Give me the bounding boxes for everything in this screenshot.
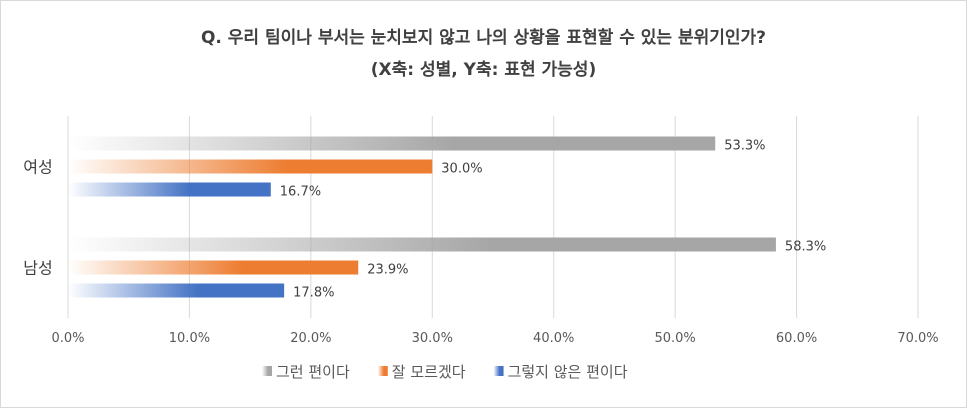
x-tick-label: 30.0% <box>412 331 453 346</box>
legend-swatch <box>377 366 388 376</box>
legend-label: 그런 편이다 <box>276 363 350 381</box>
data-label: 17.8% <box>293 286 334 301</box>
bar <box>68 159 433 174</box>
data-label: 53.3% <box>724 139 765 154</box>
x-tick-label: 40.0% <box>533 331 574 346</box>
x-tick-label: 10.0% <box>169 331 210 346</box>
category-label: 여성 <box>23 158 52 177</box>
legend-label: 그렇지 않은 편이다 <box>508 363 628 381</box>
data-label: 23.9% <box>367 263 408 278</box>
legend-swatch <box>262 366 272 376</box>
legend-label: 잘 모르겠다 <box>392 363 466 381</box>
data-label: 30.0% <box>441 162 482 177</box>
bar <box>68 237 776 252</box>
x-tick-label: 70.0% <box>897 331 938 346</box>
data-label: 58.3% <box>785 240 826 255</box>
bar <box>68 136 716 151</box>
x-tick-label: 0.0% <box>51 331 84 346</box>
x-tick-label: 60.0% <box>776 331 817 346</box>
legend-swatch <box>493 366 504 376</box>
chart-title: Q. 우리 팀이나 부서는 눈치보지 않고 나의 상황을 표현할 수 있는 분위… <box>200 28 767 48</box>
x-tick-label: 50.0% <box>654 331 695 346</box>
bar <box>68 283 285 298</box>
chart-title-block: Q. 우리 팀이나 부서는 눈치보지 않고 나의 상황을 표현할 수 있는 분위… <box>0 22 967 86</box>
bar <box>68 260 359 275</box>
x-tick-label: 20.0% <box>290 331 331 346</box>
category-label: 남성 <box>23 259 52 278</box>
chart-subtitle: (X축: 성별, Y축: 표현 가능성) <box>370 60 597 80</box>
data-label: 16.7% <box>280 185 321 200</box>
bar <box>68 182 271 197</box>
